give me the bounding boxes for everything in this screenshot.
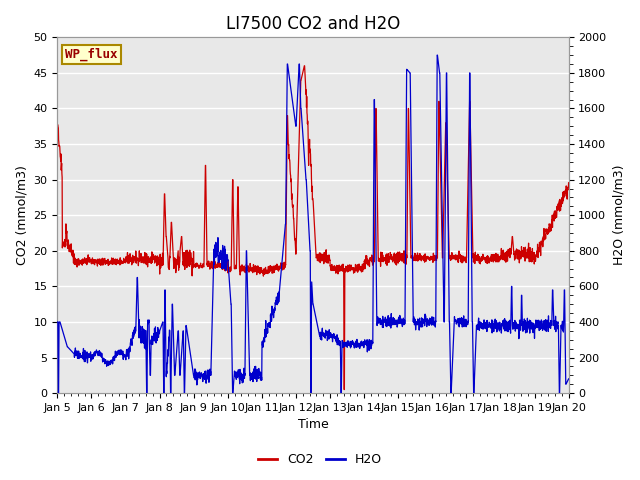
Text: WP_flux: WP_flux <box>65 48 118 61</box>
Y-axis label: CO2 (mmol/m3): CO2 (mmol/m3) <box>15 165 28 265</box>
Legend: CO2, H2O: CO2, H2O <box>253 448 387 471</box>
Y-axis label: H2O (mmol/m3): H2O (mmol/m3) <box>612 165 625 265</box>
X-axis label: Time: Time <box>298 419 328 432</box>
Title: LI7500 CO2 and H2O: LI7500 CO2 and H2O <box>226 15 400 33</box>
